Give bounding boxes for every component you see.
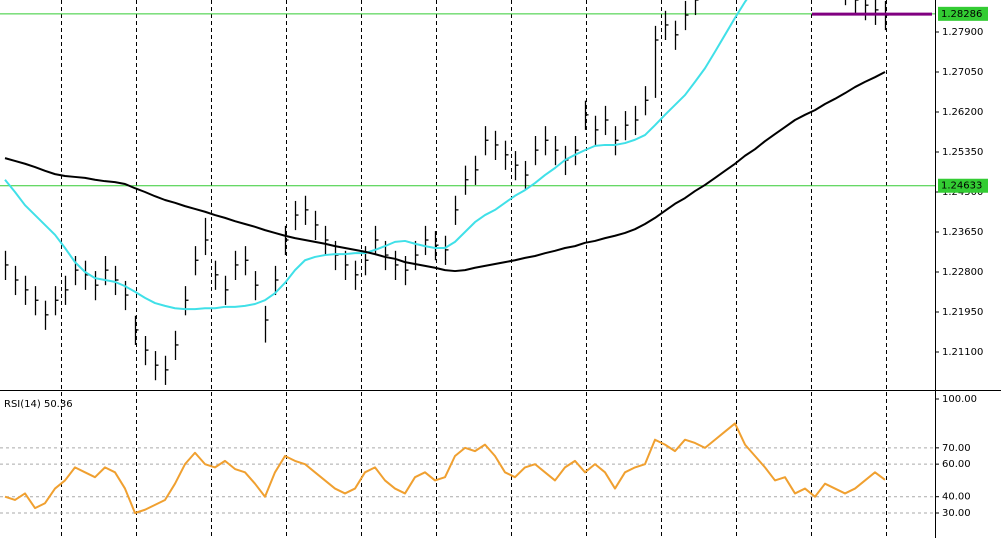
y-tick-label: 1.21950 bbox=[942, 307, 983, 318]
level-label: 1.24633 bbox=[941, 181, 982, 192]
y-tick-label: 1.23650 bbox=[942, 227, 983, 238]
price-panel bbox=[0, 0, 935, 385]
rsi-line bbox=[4, 422, 886, 514]
y-tick-label: 1.27050 bbox=[942, 67, 983, 78]
rsi-panel bbox=[0, 422, 935, 514]
y-tick-label: 1.21100 bbox=[942, 347, 983, 358]
moving-average bbox=[4, 0, 748, 311]
level-label: 1.28286 bbox=[941, 9, 982, 20]
y-tick-label: 40.00 bbox=[942, 492, 971, 503]
y-tick-label: 30.00 bbox=[942, 508, 971, 519]
y-tick-label: 60.00 bbox=[942, 459, 971, 470]
y-tick-label: 1.22800 bbox=[942, 267, 983, 278]
level-label-box bbox=[938, 178, 988, 193]
y-tick-label: 1.25350 bbox=[942, 147, 983, 158]
y-tick-label: 1.27900 bbox=[942, 27, 983, 38]
y-tick-label: 100.00 bbox=[942, 394, 977, 405]
moving-average bbox=[4, 71, 886, 273]
level-label-box bbox=[938, 6, 988, 21]
y-tick-label: 1.26200 bbox=[942, 107, 983, 118]
rsi-title: RSI(14) 50.36 bbox=[4, 399, 73, 410]
y-tick-label: 70.00 bbox=[942, 443, 971, 454]
